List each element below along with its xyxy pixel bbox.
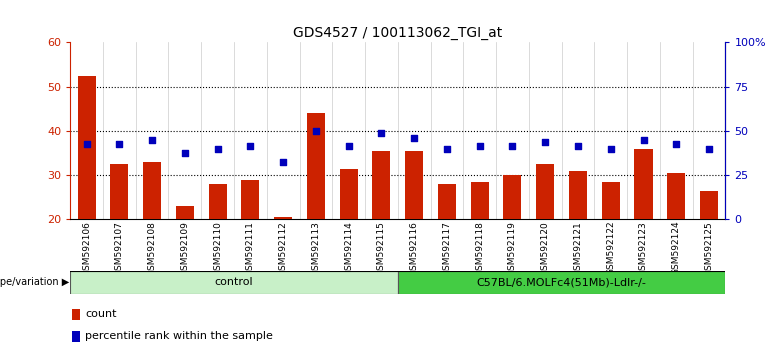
Bar [72,331,80,342]
Bar [372,151,391,219]
Bar [77,76,96,219]
Bar [536,164,555,219]
Bar [503,175,522,219]
Point [80,141,93,147]
Bar [241,179,260,219]
Bar [110,164,129,219]
Point [146,137,158,143]
Bar [72,309,80,320]
Point [375,130,388,136]
Bar [470,182,489,219]
Point [572,144,584,149]
Bar [667,173,686,219]
Text: C57BL/6.MOLFc4(51Mb)-Ldlr-/-: C57BL/6.MOLFc4(51Mb)-Ldlr-/- [477,277,647,287]
Text: control: control [215,277,254,287]
Bar [634,149,653,219]
Point [211,146,224,152]
Point [408,135,420,141]
Point [703,146,715,152]
Bar [339,169,358,219]
Bar [176,206,194,219]
Point [637,137,650,143]
Bar [307,113,325,219]
Point [244,144,257,149]
Bar [700,191,718,219]
Point [277,159,289,165]
Point [113,141,126,147]
Bar [601,182,620,219]
Point [670,141,682,147]
Point [604,146,617,152]
Point [179,150,191,156]
Text: count: count [85,309,116,319]
Point [342,144,355,149]
Point [539,139,551,145]
Text: genotype/variation ▶: genotype/variation ▶ [0,277,69,287]
Point [473,144,486,149]
Point [310,128,322,134]
Bar [438,184,456,219]
Title: GDS4527 / 100113062_TGI_at: GDS4527 / 100113062_TGI_at [293,26,502,40]
Bar [208,184,227,219]
Bar [398,271,725,294]
Text: percentile rank within the sample: percentile rank within the sample [85,331,273,341]
Bar [569,171,587,219]
Point [506,144,519,149]
Point [441,146,453,152]
Bar [70,271,398,294]
Bar [143,162,161,219]
Bar [405,151,424,219]
Bar [274,217,292,219]
